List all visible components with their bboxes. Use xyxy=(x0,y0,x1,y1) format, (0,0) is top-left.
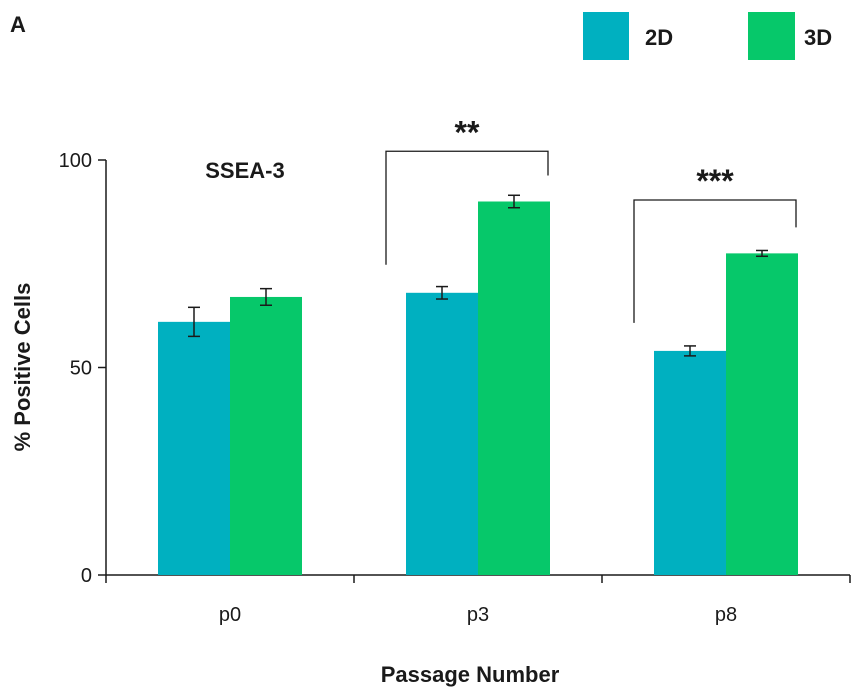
y-tick-label: 100 xyxy=(59,150,92,172)
significance-label: *** xyxy=(696,163,734,199)
legend-swatch-2d xyxy=(583,12,629,60)
x-axis-label: Passage Number xyxy=(381,662,560,687)
y-tick-label: 50 xyxy=(70,358,92,380)
legend-swatch-3d xyxy=(748,12,795,60)
panel-label: A xyxy=(10,12,26,37)
legend-label-3d: 3D xyxy=(804,25,832,50)
x-tick-label: p3 xyxy=(467,604,489,626)
y-tick-label: 0 xyxy=(81,565,92,587)
significance-label: ** xyxy=(455,114,480,150)
bar-2d-p8 xyxy=(654,350,726,575)
legend-label-2d: 2D xyxy=(645,25,673,50)
chart-annotation: SSEA-3 xyxy=(205,158,284,183)
bar-3d-p3 xyxy=(478,201,550,575)
x-tick-label: p8 xyxy=(715,604,737,626)
legend: 2D 3D xyxy=(583,12,832,60)
bar-3d-p8 xyxy=(726,253,798,575)
y-axis-label: % Positive Cells xyxy=(10,283,35,452)
significance-bracket xyxy=(633,199,797,323)
x-tick-label: p0 xyxy=(219,604,241,626)
bar-3d-p0 xyxy=(230,296,302,575)
significance-bracket xyxy=(385,150,549,265)
bar-2d-p0 xyxy=(158,321,230,575)
bar-2d-p3 xyxy=(406,292,478,575)
